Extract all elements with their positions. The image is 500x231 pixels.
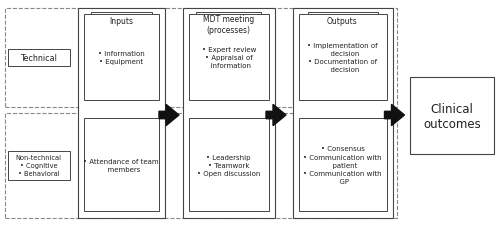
Text: Clinical
outcomes: Clinical outcomes bbox=[423, 102, 481, 130]
Bar bbox=[5, 113, 396, 218]
Bar bbox=[188, 15, 269, 100]
Bar bbox=[196, 13, 261, 37]
Text: • Attendance of team
  members: • Attendance of team members bbox=[84, 158, 159, 172]
Bar bbox=[8, 50, 70, 67]
Polygon shape bbox=[266, 105, 286, 126]
Text: Technical: Technical bbox=[20, 54, 57, 63]
Bar bbox=[298, 119, 386, 211]
Text: • Consensus
• Communication with
  patient
• Communication with
  GP: • Consensus • Communication with patient… bbox=[303, 146, 382, 185]
Bar bbox=[78, 9, 165, 218]
Text: MDT meeting
(processes): MDT meeting (processes) bbox=[203, 15, 254, 35]
Bar bbox=[90, 13, 152, 29]
Text: • Expert review
• Appraisal of
  information: • Expert review • Appraisal of informati… bbox=[202, 47, 256, 69]
Bar bbox=[84, 119, 159, 211]
Bar bbox=[298, 15, 386, 100]
Bar bbox=[292, 9, 392, 218]
Bar bbox=[5, 9, 396, 107]
Bar bbox=[308, 13, 378, 29]
Bar bbox=[182, 9, 275, 218]
Text: Inputs: Inputs bbox=[109, 17, 133, 25]
Text: • Information
• Equipment: • Information • Equipment bbox=[98, 51, 144, 65]
Text: • Leadership
• Teamwork
• Open discussion: • Leadership • Teamwork • Open discussio… bbox=[197, 154, 260, 176]
Text: Outputs: Outputs bbox=[327, 17, 358, 25]
Text: • Implementation of
  decision
• Documentation of
  decision: • Implementation of decision • Documenta… bbox=[307, 43, 378, 73]
Bar bbox=[84, 15, 159, 100]
Text: Non-technical
• Cognitive
• Behavioral: Non-technical • Cognitive • Behavioral bbox=[16, 155, 62, 177]
Bar bbox=[410, 77, 494, 155]
Bar bbox=[188, 119, 269, 211]
Polygon shape bbox=[159, 105, 179, 126]
Polygon shape bbox=[384, 105, 404, 126]
Bar bbox=[8, 151, 70, 180]
